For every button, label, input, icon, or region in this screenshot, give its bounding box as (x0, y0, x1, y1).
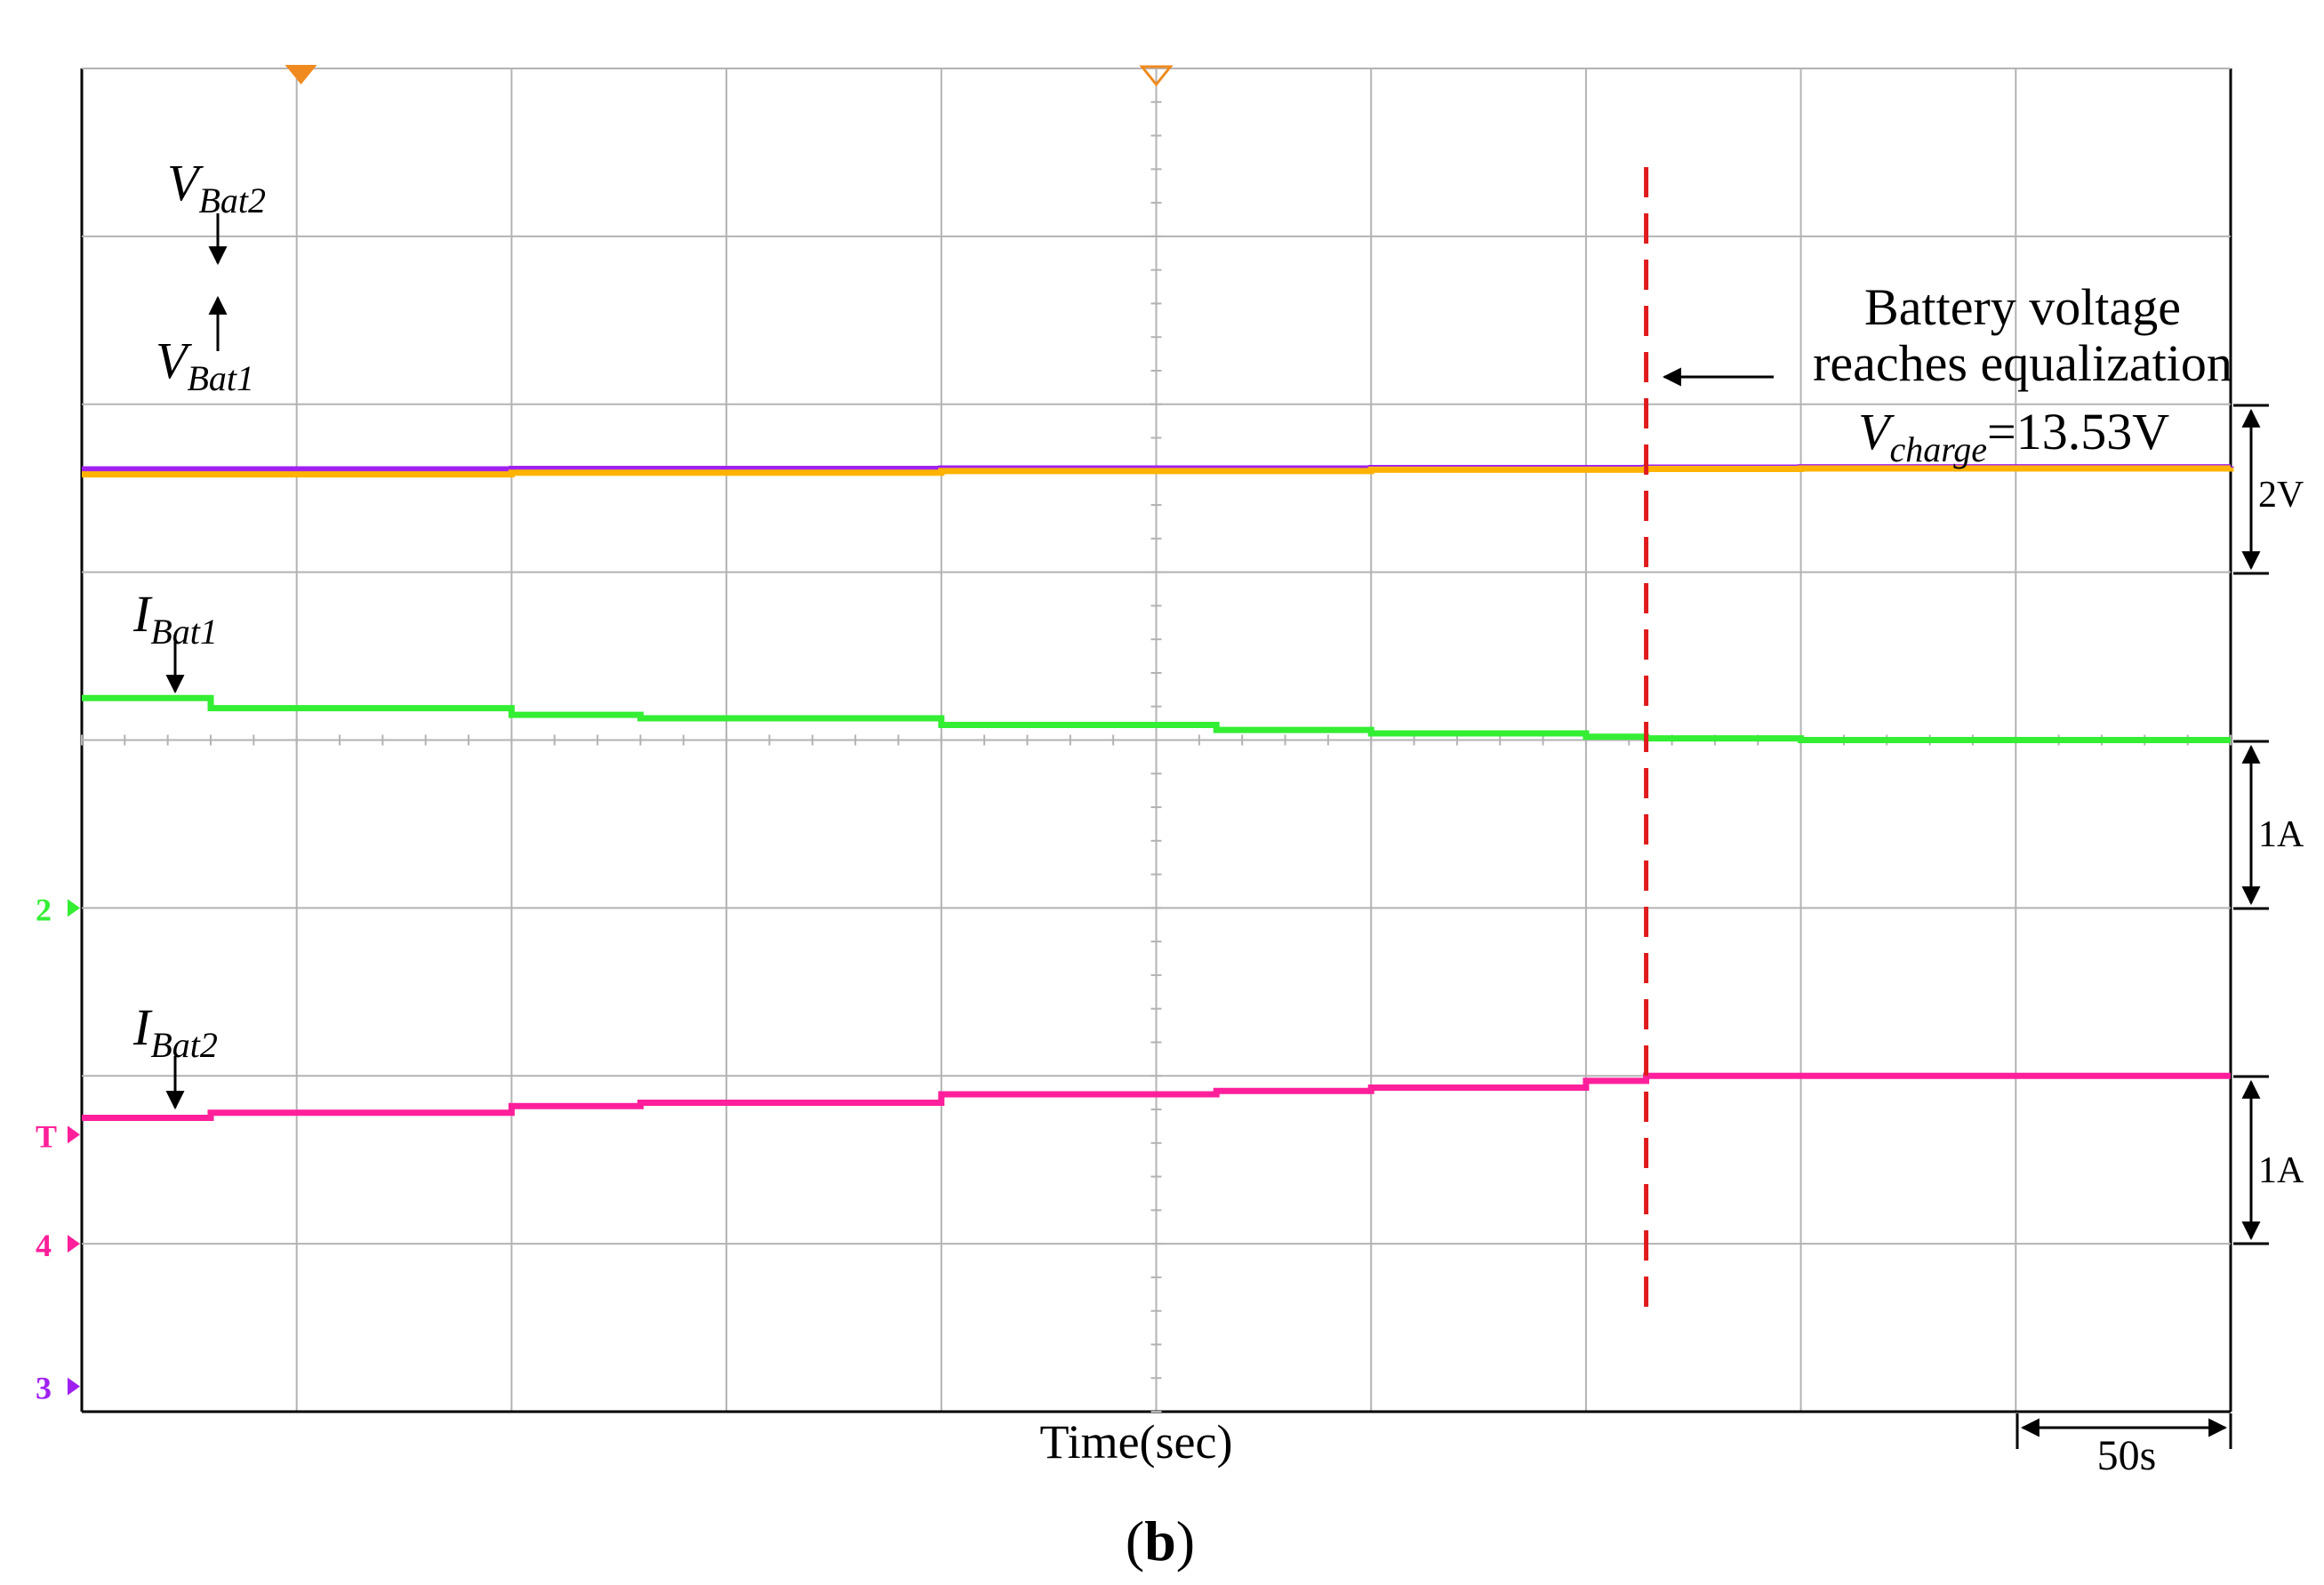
label-vbat2: VBat2 (167, 154, 266, 220)
trace-ibat2 (82, 1072, 2231, 1121)
annotation-vcharge: Vcharge=13.53V (1858, 403, 2169, 469)
svg-text:T: T (36, 1118, 57, 1154)
scale-current-2-label: 1A (2258, 1150, 2304, 1191)
svg-text:4: 4 (36, 1228, 52, 1263)
x-axis-label: Time(sec) (1040, 1415, 1233, 1469)
channel-marker: T (36, 1118, 80, 1154)
scale-current-1: 1A (2233, 740, 2304, 910)
figure-caption: (b) (1126, 1509, 1195, 1573)
scale-current-2: 1A (2233, 1075, 2304, 1245)
label-ibat1: IBat1 (132, 585, 218, 652)
scale-voltage: 2V (2233, 404, 2304, 575)
channel-marker: 4 (36, 1228, 80, 1263)
trigger-position-marker (284, 65, 317, 84)
label-vbat1: VBat1 (156, 332, 254, 398)
annotation-equalization-line2: reaches equalization (1813, 334, 2232, 392)
channel-marker: 3 (36, 1371, 80, 1406)
scale-time-label: 50s (2097, 1432, 2157, 1479)
label-ibat2: IBat2 (132, 998, 218, 1065)
annotation-equalization-line1: Battery voltage (1864, 278, 2181, 336)
trigger-center-marker (1139, 65, 1174, 87)
svg-text:3: 3 (36, 1371, 52, 1406)
channel-marker: 2 (36, 892, 80, 927)
scale-time: 50s (2015, 1413, 2232, 1479)
trace-vbat1 (82, 465, 2234, 478)
scale-current-1-label: 1A (2258, 814, 2304, 855)
grid (80, 68, 2232, 1413)
scale-voltage-label: 2V (2258, 475, 2304, 516)
svg-text:2: 2 (36, 892, 52, 927)
channel-markers: 2 T 4 3 (36, 65, 1174, 1406)
